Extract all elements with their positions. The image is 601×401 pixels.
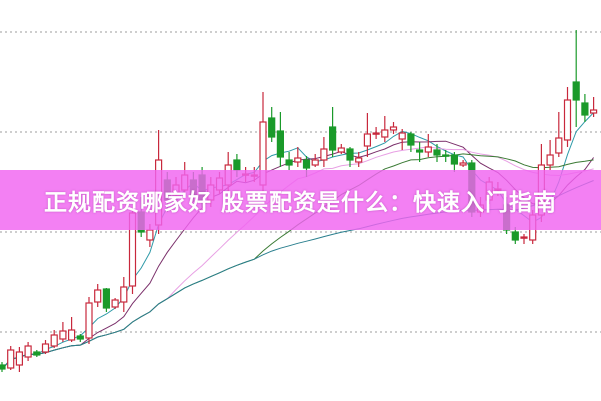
candle-body (563, 99, 572, 141)
candle-body (407, 133, 415, 146)
candle-body (85, 302, 93, 339)
candle-body (450, 154, 458, 165)
candle-body (555, 137, 563, 154)
banner-title: 正规配资哪家好 股票配资是什么：快速入门指南 (43, 190, 557, 216)
candle-body (7, 349, 15, 369)
candle-body (355, 157, 363, 163)
candle-body (146, 229, 154, 241)
candle-body (120, 286, 128, 303)
candle-body (329, 126, 337, 151)
candle-body (33, 351, 41, 356)
candle-body (233, 159, 241, 171)
candle-body (389, 126, 398, 131)
candle-body (337, 147, 345, 153)
candle-body (102, 288, 111, 309)
candle-body (363, 133, 371, 147)
title-banner: 正规配资哪家好 股票配资是什么：快速入门指南 (0, 170, 601, 230)
candle-body (546, 154, 554, 166)
candle-body (59, 330, 67, 340)
candle-body (320, 148, 328, 161)
candle-body (416, 149, 424, 153)
candle-body (442, 154, 450, 157)
candle-body (111, 299, 119, 308)
candle-body (511, 231, 519, 241)
candle-body (520, 236, 528, 239)
candle-body (398, 132, 406, 140)
candle-body (268, 117, 276, 138)
candle-body (76, 335, 84, 340)
candle-body (67, 329, 76, 341)
candle-body (581, 102, 589, 116)
candle-body (294, 157, 302, 163)
candle-body (94, 289, 102, 303)
candle-body (589, 109, 598, 114)
candle-body (372, 132, 380, 135)
candle-body (24, 345, 32, 358)
candle-body (15, 351, 23, 366)
candle-body (285, 159, 293, 166)
candle-body (50, 334, 58, 347)
candle-body (276, 130, 284, 158)
candle-body (41, 343, 50, 353)
candle-body (381, 129, 389, 138)
candle-body (572, 81, 580, 101)
candle-body (459, 162, 467, 166)
candle-body (424, 146, 432, 153)
candle-body (302, 159, 311, 169)
candle-body (433, 149, 441, 156)
candle-body (311, 159, 319, 166)
candle-body (0, 364, 6, 370)
candle-body (346, 148, 354, 161)
